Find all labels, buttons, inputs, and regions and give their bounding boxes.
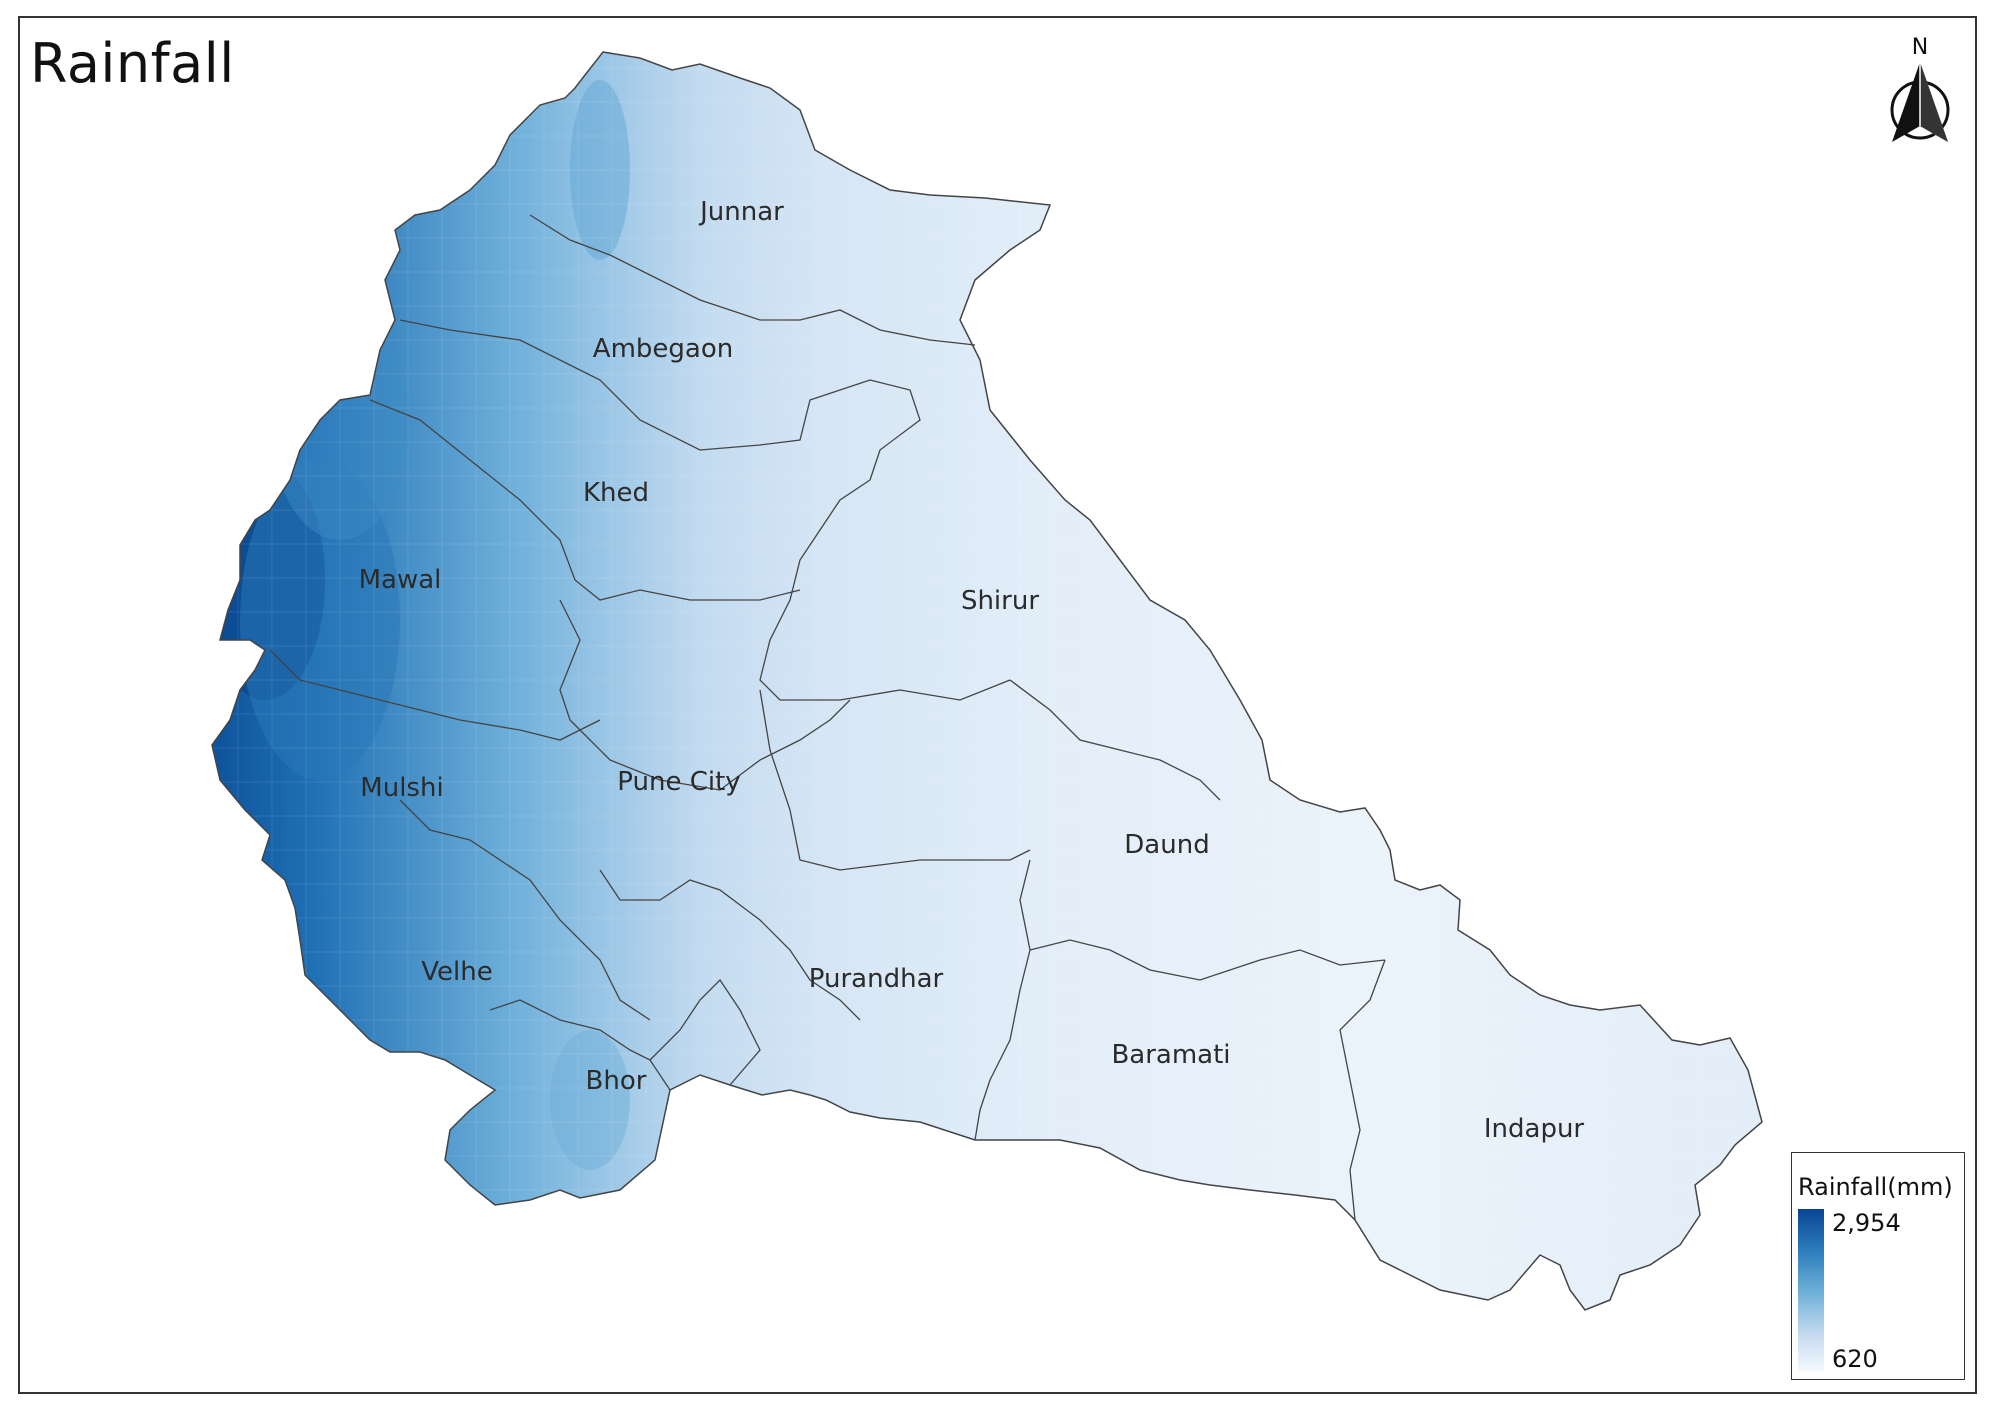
district-label-baramati: Baramati bbox=[1111, 1040, 1230, 1070]
district-label-khed: Khed bbox=[583, 478, 649, 508]
district-label-bhor: Bhor bbox=[586, 1066, 647, 1096]
district-label-ambegaon: Ambegaon bbox=[593, 334, 733, 364]
district-label-mulshi: Mulshi bbox=[360, 773, 443, 803]
district-label-indapur: Indapur bbox=[1484, 1114, 1585, 1144]
legend-min-value: 620 bbox=[1832, 1345, 1878, 1373]
district-label-junnar: Junnar bbox=[698, 197, 784, 227]
district-label-mawal: Mawal bbox=[359, 565, 442, 595]
legend-max-value: 2,954 bbox=[1832, 1209, 1901, 1237]
legend-title: Rainfall(mm) bbox=[1798, 1173, 1953, 1201]
legend-color-ramp bbox=[1798, 1209, 1824, 1371]
north-label: N bbox=[1912, 35, 1928, 60]
legend: Rainfall(mm) 2,954 620 bbox=[1791, 1152, 1965, 1380]
north-arrow-icon: N bbox=[1890, 35, 1950, 142]
district-label-daund: Daund bbox=[1124, 830, 1209, 860]
district-label-shirur: Shirur bbox=[961, 586, 1039, 616]
district-label-pune-city: Pune City bbox=[617, 767, 740, 797]
district-boundaries bbox=[269, 214, 1386, 1221]
district-label-velhe: Velhe bbox=[421, 957, 492, 987]
district-label-purandhar: Purandhar bbox=[809, 964, 944, 994]
map-title: Rainfall bbox=[30, 32, 235, 95]
